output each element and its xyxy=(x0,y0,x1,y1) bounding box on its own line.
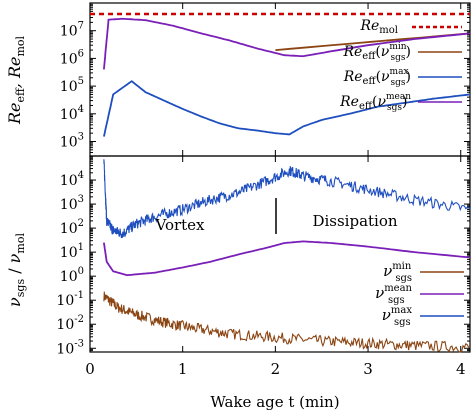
bottom-legend: νmin sgs νmean sgs νmax sgs xyxy=(375,261,464,328)
series-line-0 xyxy=(103,291,471,353)
bottom-ylabel: νsgs / νmol xyxy=(5,233,27,307)
y-tick-label: 106 xyxy=(60,48,84,67)
y-tick-label: 103 xyxy=(60,132,84,151)
x-axis-label: Wake age t (min) xyxy=(210,393,339,411)
series-line-3 xyxy=(103,17,471,70)
annotation-vortex: Vortex xyxy=(154,216,205,234)
y-tick-label: 10-3 xyxy=(56,338,84,357)
top-legend: Remol Reeff(νmin sgs) Reeff(νmax sgs) Reef… xyxy=(339,18,462,113)
series-line-1 xyxy=(103,240,471,277)
svg-text:Reeff, Remol: Reeff, Remol xyxy=(5,35,27,125)
legend-item-nu-max: νmax sgs xyxy=(382,305,464,328)
y-tick-label: 103 xyxy=(60,194,84,213)
legend-item-nu-min: νmin sgs xyxy=(383,261,464,284)
x-tick-label: 2 xyxy=(271,360,281,378)
y-tick-label: 10-1 xyxy=(56,290,84,309)
series-line-2 xyxy=(103,159,471,239)
y-tick-label: 102 xyxy=(60,218,84,237)
x-tick-label: 4 xyxy=(456,360,466,378)
annotation-dissipation: Dissipation xyxy=(312,212,397,230)
y-tick-label: 104 xyxy=(60,170,84,189)
legend-item-re-eff-max: Reeff(νmax sgs) xyxy=(343,67,462,88)
svg-text:νsgs / νmol: νsgs / νmol xyxy=(5,233,27,307)
y-tick-label: 101 xyxy=(60,242,84,261)
x-tick-label: 1 xyxy=(178,360,188,378)
legend-item-re-eff-mean: Reeff(νmean sgs) xyxy=(339,92,462,113)
top-ylabel: Reeff, Remol xyxy=(5,35,27,125)
svg-text:Remol: Remol xyxy=(359,18,398,36)
legend-item-re-eff-min: Reeff(νmin sgs) xyxy=(342,42,462,63)
y-tick-label: 107 xyxy=(60,21,84,40)
legend-item-nu-mean: νmean sgs xyxy=(375,283,464,306)
y-tick-label: 105 xyxy=(60,76,84,95)
x-tick-label: 0 xyxy=(85,360,95,378)
legend-item-re-mol: Remol xyxy=(359,18,462,36)
x-tick-label: 3 xyxy=(363,360,373,378)
series-line-2 xyxy=(103,80,471,137)
y-tick-label: 10-2 xyxy=(56,314,84,333)
y-tick-label: 100 xyxy=(60,266,84,285)
y-tick-label: 104 xyxy=(60,104,84,123)
plot-frame xyxy=(89,155,471,353)
